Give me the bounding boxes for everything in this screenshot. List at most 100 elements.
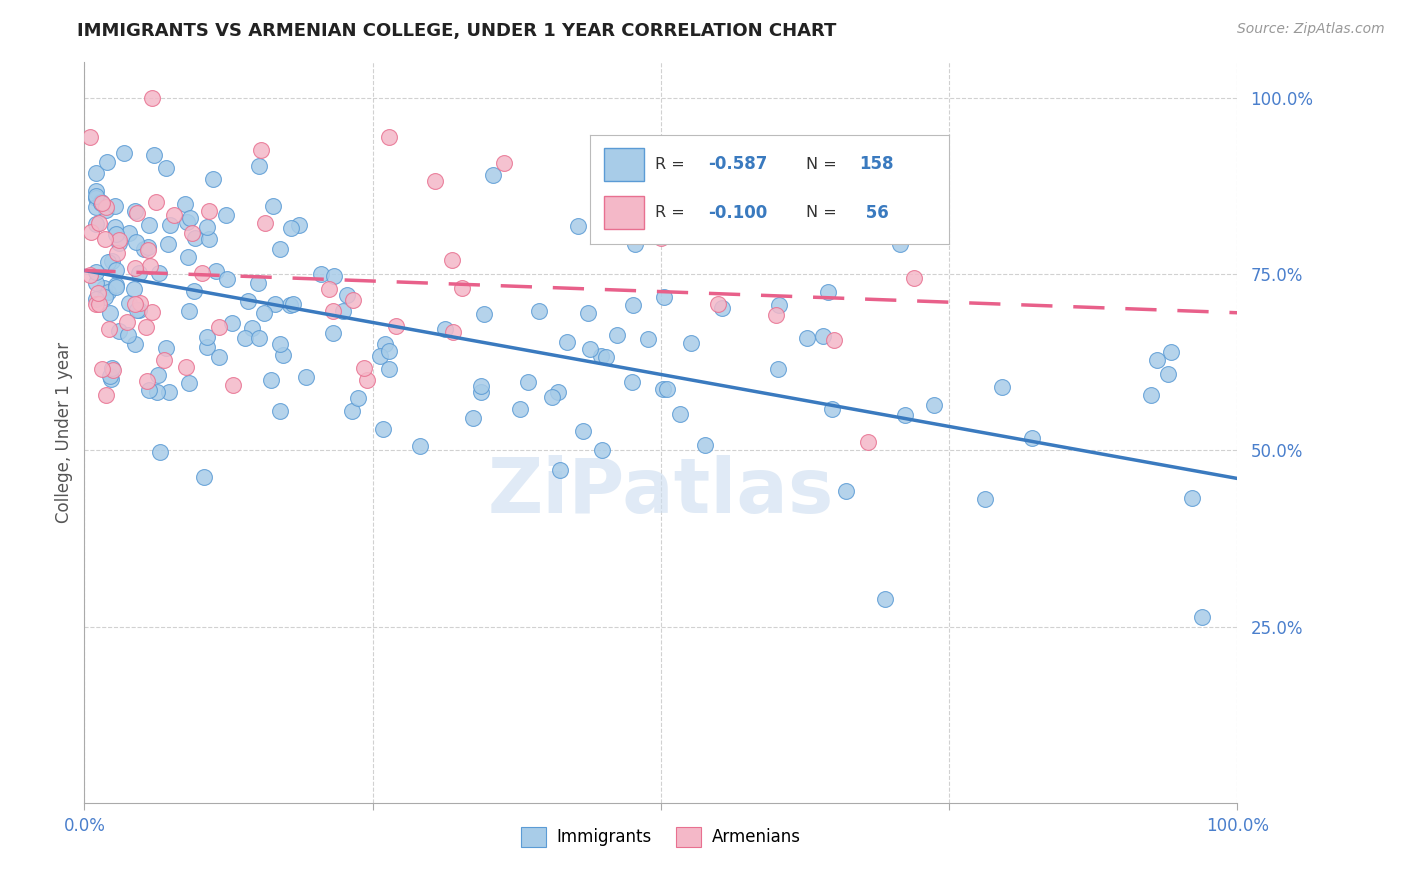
- Point: [221, 316, 243, 330]
- Point: [332, 304, 354, 318]
- Point: [651, 382, 673, 396]
- Point: [1191, 609, 1213, 624]
- Point: [624, 237, 647, 252]
- Point: [595, 350, 617, 364]
- Point: [621, 298, 644, 312]
- Point: [766, 362, 789, 376]
- Point: [104, 199, 127, 213]
- Point: [136, 374, 159, 388]
- Point: [184, 231, 207, 245]
- Point: [118, 296, 141, 310]
- Point: [193, 470, 215, 484]
- Point: [204, 264, 226, 278]
- Point: [813, 329, 835, 343]
- Point: [294, 370, 316, 384]
- Point: [127, 303, 149, 318]
- Point: [195, 330, 218, 344]
- Point: [707, 297, 730, 311]
- Point: [903, 270, 925, 285]
- Point: [356, 373, 378, 387]
- Point: [101, 253, 124, 268]
- Point: [112, 146, 135, 161]
- Point: [155, 161, 177, 175]
- Point: [104, 220, 127, 235]
- Point: [695, 438, 717, 452]
- Point: [98, 322, 121, 336]
- Point: [278, 298, 301, 312]
- Point: [492, 156, 515, 170]
- Point: [247, 331, 270, 345]
- Point: [516, 375, 538, 389]
- Point: [796, 331, 818, 345]
- Point: [155, 342, 177, 356]
- Point: [176, 215, 198, 229]
- Text: R =: R =: [655, 157, 689, 171]
- Point: [84, 184, 107, 198]
- Point: [94, 388, 117, 402]
- Point: [322, 326, 344, 340]
- Point: [606, 328, 628, 343]
- Point: [287, 218, 309, 232]
- Point: [89, 296, 111, 310]
- Point: [323, 269, 346, 284]
- Point: [591, 443, 613, 458]
- Point: [90, 361, 112, 376]
- Point: [94, 200, 117, 214]
- Point: [159, 384, 181, 399]
- Point: [138, 218, 160, 232]
- Point: [179, 211, 201, 226]
- Point: [250, 143, 273, 157]
- Point: [253, 306, 276, 320]
- Point: [79, 130, 101, 145]
- Point: [157, 236, 180, 251]
- Point: [202, 172, 225, 186]
- Point: [572, 424, 595, 438]
- Point: [117, 327, 139, 342]
- Point: [269, 242, 291, 256]
- Point: [124, 261, 146, 276]
- Point: [125, 235, 148, 249]
- Point: [163, 209, 186, 223]
- Point: [145, 195, 167, 210]
- Point: [433, 322, 456, 336]
- Point: [894, 409, 917, 423]
- Point: [105, 279, 128, 293]
- Point: [567, 219, 589, 233]
- Point: [84, 292, 107, 306]
- Point: [93, 232, 115, 246]
- Point: [655, 382, 678, 396]
- Point: [80, 225, 103, 239]
- Point: [472, 307, 495, 321]
- Point: [208, 350, 231, 364]
- Point: [1021, 431, 1043, 445]
- Point: [197, 232, 219, 246]
- Point: [146, 384, 169, 399]
- Point: [94, 202, 117, 217]
- Point: [84, 166, 107, 180]
- Point: [195, 340, 218, 354]
- Point: [94, 291, 117, 305]
- Point: [652, 290, 675, 304]
- Point: [384, 319, 406, 334]
- Point: [107, 233, 129, 247]
- FancyBboxPatch shape: [605, 148, 644, 181]
- Point: [259, 373, 281, 387]
- Point: [470, 379, 492, 393]
- Point: [141, 305, 163, 319]
- Text: N =: N =: [806, 205, 841, 220]
- Point: [124, 297, 146, 311]
- Point: [990, 380, 1012, 394]
- Point: [108, 324, 131, 338]
- Point: [180, 226, 202, 240]
- Point: [271, 347, 294, 361]
- Point: [177, 303, 200, 318]
- Point: [90, 194, 112, 209]
- Text: 56: 56: [859, 203, 889, 221]
- Point: [669, 407, 692, 421]
- Point: [269, 337, 291, 351]
- Text: R =: R =: [655, 205, 689, 220]
- Point: [765, 308, 787, 322]
- Point: [138, 259, 160, 273]
- Point: [136, 240, 159, 254]
- Point: [450, 280, 472, 294]
